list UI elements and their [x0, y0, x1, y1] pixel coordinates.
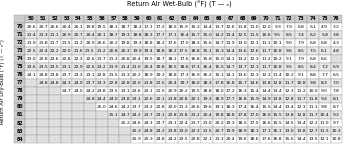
Text: Return Air Wet-Bulb (°F) (T — ₙ): Return Air Wet-Bulb (°F) (T — ₙ) [127, 1, 231, 8]
Text: Return Air Dry-Bulb (°F) (T — ₙᴰ): Return Air Dry-Bulb (°F) (T — ₙᴰ) [0, 39, 5, 124]
